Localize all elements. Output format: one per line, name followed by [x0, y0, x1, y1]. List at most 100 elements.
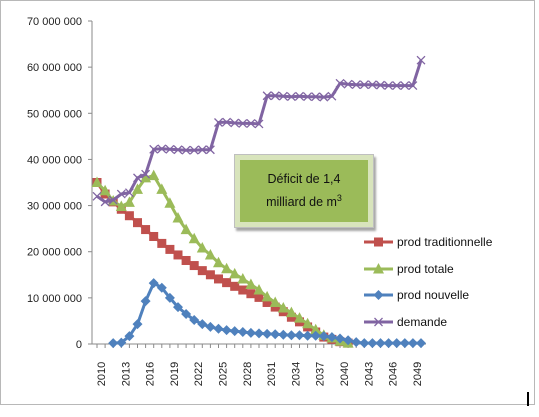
deficit-callout: Déficit de 1,4 milliard de m3 [234, 154, 374, 228]
legend-label-prod-totale: prod totale [397, 262, 454, 276]
data-point-prod-nouvelle [197, 319, 208, 330]
data-point-prod-nouvelle [181, 309, 192, 320]
legend-label-prod-traditionnelle: prod traditionnelle [397, 235, 493, 249]
data-point-demande [351, 80, 361, 90]
data-point-prod-totale [213, 256, 224, 268]
data-point-prod-totale [115, 200, 127, 211]
x-tick-label: 2025 [218, 362, 230, 386]
data-point-prod-nouvelle [108, 338, 119, 349]
data-point-prod-totale [261, 290, 273, 302]
data-point-demande [246, 118, 256, 128]
data-point-prod-totale [245, 278, 257, 289]
data-point-prod-nouvelle [294, 330, 305, 341]
data-point-prod-nouvelle [262, 328, 273, 339]
data-point-demande [133, 173, 142, 183]
legend-marker-prod-traditionnelle [374, 237, 383, 247]
data-point-demande [92, 191, 102, 201]
data-point-prod-traditionnelle [197, 266, 207, 276]
data-point-prod-totale [221, 262, 233, 274]
data-point-demande [238, 118, 248, 128]
chart: 0 10 000 000 20 000 000 30 000 000 40 000 00… [27, 16, 493, 386]
y-tick-label: 60 000 000 [27, 62, 82, 74]
y-tick-label: 40 000 000 [27, 154, 82, 166]
data-point-demande [230, 118, 240, 128]
data-point-prod-totale [277, 302, 289, 313]
data-point-prod-nouvelle [164, 292, 175, 303]
callout-line-2-text: milliard de m [266, 195, 337, 210]
data-point-prod-totale [204, 248, 216, 260]
data-point-prod-totale [269, 296, 281, 307]
data-point-prod-nouvelle [254, 328, 264, 339]
x-axis-ticks: 2010 2013 2016 2019 2022 2025 2028 2031 2034 2037… [96, 344, 424, 386]
data-point-demande [262, 91, 272, 101]
x-tick-label: 2028 [242, 362, 254, 386]
data-point-prod-totale [229, 267, 241, 279]
data-point-prod-nouvelle [245, 327, 256, 338]
data-point-prod-traditionnelle [124, 211, 134, 221]
data-point-demande [311, 92, 321, 102]
data-point-demande [376, 80, 385, 90]
data-point-demande [254, 119, 264, 129]
data-point-prod-nouvelle [286, 330, 297, 341]
data-point-prod-nouvelle [399, 338, 410, 349]
data-point-prod-nouvelle [278, 329, 289, 340]
legend-marker-demande [374, 317, 383, 327]
data-point-prod-nouvelle [359, 338, 370, 349]
data-point-prod-traditionnelle [214, 274, 223, 284]
data-point-prod-traditionnelle [189, 261, 199, 271]
x-tick-label: 2013 [120, 362, 132, 386]
data-point-prod-nouvelle [213, 323, 224, 334]
data-point-prod-traditionnelle [173, 250, 183, 260]
data-point-prod-traditionnelle [157, 238, 167, 248]
data-point-prod-nouvelle [367, 338, 378, 349]
data-point-prod-traditionnelle [230, 281, 240, 291]
x-tick-label: 2019 [169, 362, 181, 386]
x-tick-label: 2049 [412, 362, 424, 386]
data-point-prod-totale [302, 317, 314, 329]
data-point-prod-nouvelle [318, 331, 329, 342]
legend-label-demande: demande [397, 315, 447, 329]
data-point-prod-nouvelle [383, 338, 394, 349]
data-point-demande [408, 81, 418, 91]
data-point-demande [319, 92, 329, 102]
deficit-callout-text: Déficit de 1,4 milliard de m3 [240, 160, 368, 222]
data-point-demande [108, 195, 118, 205]
y-tick-label: 20 000 000 [27, 247, 82, 259]
data-point-prod-totale [91, 176, 103, 187]
data-point-prod-nouvelle [229, 326, 240, 337]
data-point-prod-totale [172, 212, 184, 223]
x-tick-label: 2046 [388, 362, 400, 386]
data-point-prod-nouvelle [116, 337, 127, 348]
data-point-prod-traditionnelle [205, 270, 215, 280]
data-point-demande [165, 144, 175, 154]
data-point-prod-nouvelle [375, 338, 386, 349]
y-tick-label: 30 000 000 [27, 201, 82, 213]
data-point-prod-totale [294, 312, 305, 323]
data-point-prod-nouvelle [391, 338, 402, 349]
data-point-prod-traditionnelle [246, 289, 256, 299]
data-point-prod-traditionnelle [222, 278, 232, 288]
data-point-prod-totale [253, 284, 265, 295]
data-point-prod-nouvelle [124, 331, 135, 342]
data-point-demande [416, 55, 426, 65]
data-point-prod-nouvelle [351, 337, 362, 348]
data-point-prod-traditionnelle [238, 285, 248, 295]
data-point-demande [367, 80, 377, 90]
data-point-prod-totale [140, 171, 152, 183]
cursor-mark [527, 392, 529, 406]
data-point-prod-totale [156, 183, 168, 194]
data-point-demande [181, 145, 191, 155]
data-point-prod-traditionnelle [270, 302, 280, 312]
data-point-demande [116, 189, 126, 199]
data-point-demande [278, 91, 288, 101]
data-point-prod-totale [196, 242, 208, 253]
x-tick-label: 2031 [266, 362, 278, 386]
data-point-prod-totale [188, 232, 200, 244]
x-tick-label: 2016 [145, 362, 157, 386]
data-point-prod-nouvelle [310, 330, 321, 341]
data-point-prod-totale [148, 169, 160, 181]
data-point-demande [214, 118, 223, 127]
data-point-demande [400, 81, 410, 91]
data-point-prod-totale [310, 323, 322, 335]
data-point-prod-totale [164, 197, 176, 208]
